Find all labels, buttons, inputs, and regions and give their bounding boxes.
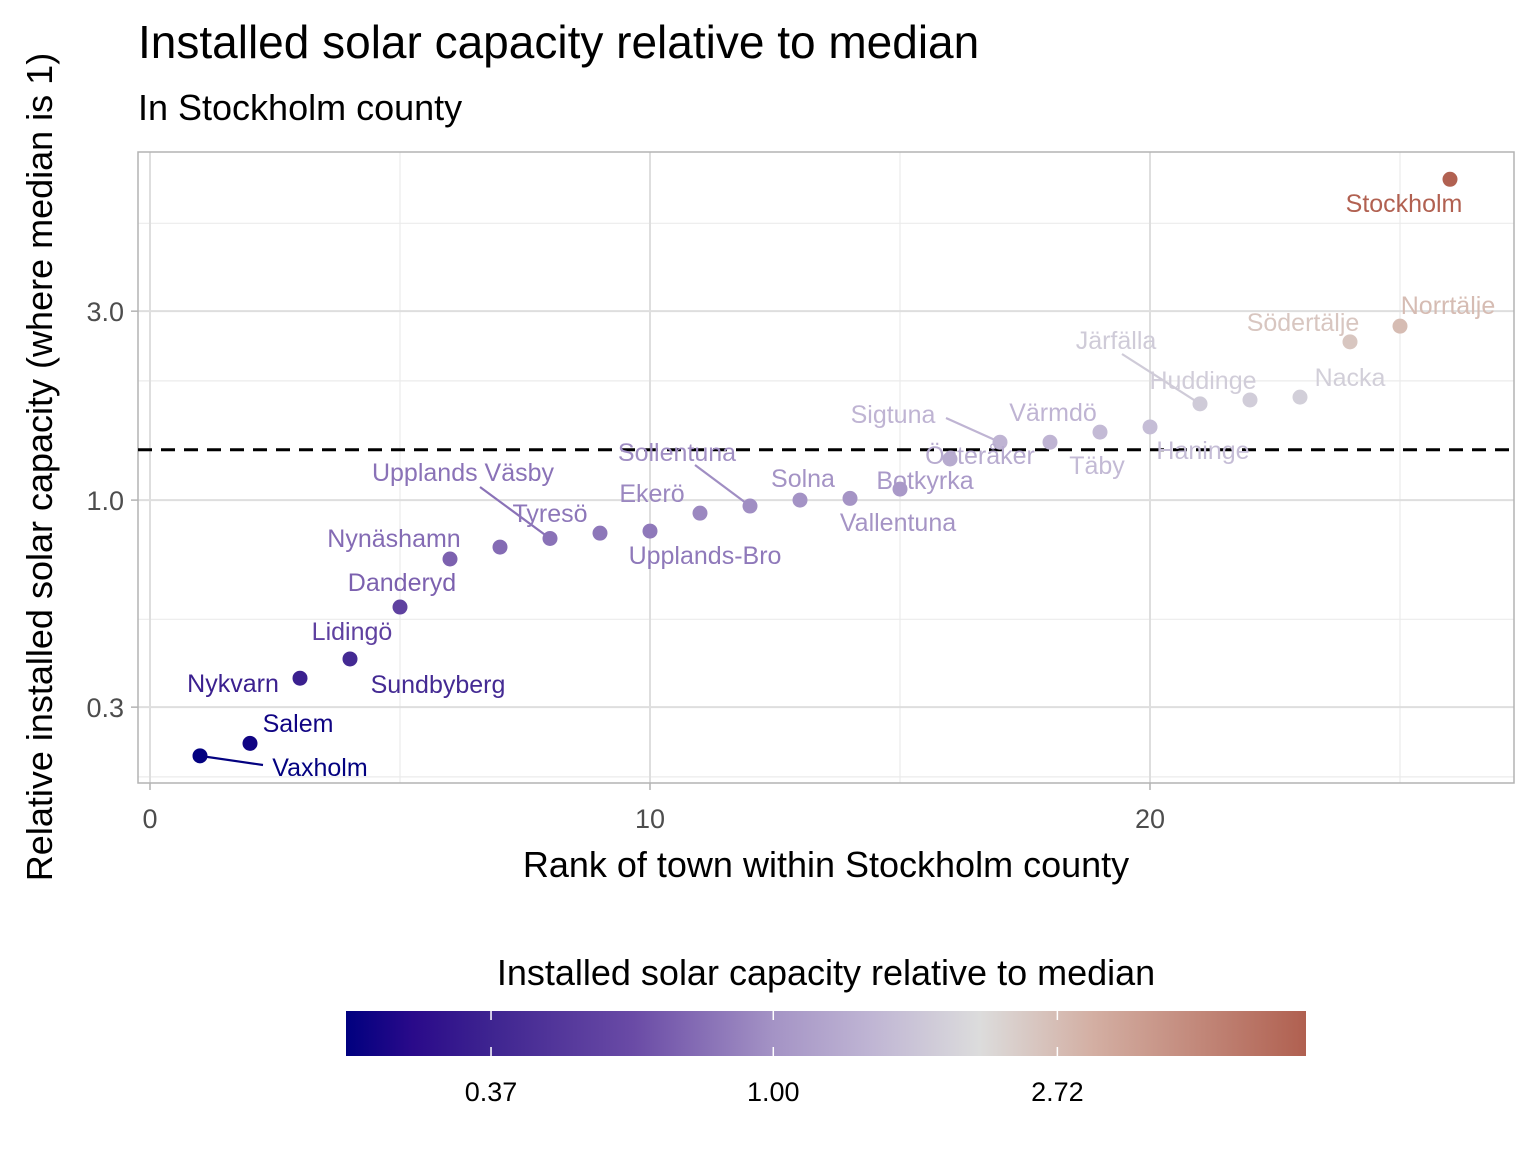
leader-line bbox=[945, 416, 1001, 444]
data-point bbox=[292, 670, 308, 686]
point-label: Upplands Väsby bbox=[372, 459, 555, 487]
data-point bbox=[1042, 434, 1058, 450]
point-label: Lidingö bbox=[312, 618, 393, 646]
colorbar-tick-label: 1.00 bbox=[747, 1077, 800, 1107]
leader-line bbox=[1121, 353, 1201, 405]
colorbar-tick-label: 2.72 bbox=[1031, 1077, 1084, 1107]
point-label: Solna bbox=[771, 465, 835, 493]
data-point bbox=[642, 523, 658, 539]
point-label: Huddinge bbox=[1149, 367, 1256, 395]
x-tick-label: 0 bbox=[142, 804, 157, 834]
data-point bbox=[1092, 424, 1108, 440]
data-points bbox=[192, 171, 1458, 764]
point-label: Nynäshamn bbox=[327, 525, 460, 553]
y-axis-title: Relative installed solar capacity (where… bbox=[19, 53, 60, 881]
data-point bbox=[842, 490, 858, 506]
colorbar-ticks: 0.37 1.00 2.72 bbox=[465, 1011, 1084, 1107]
point-label: Tyresö bbox=[512, 500, 587, 528]
plot-panel-border bbox=[137, 151, 1515, 784]
point-label: Upplands-Bro bbox=[629, 542, 782, 570]
data-point bbox=[1442, 171, 1458, 187]
y-axis: 0.3 1.0 3.0 bbox=[86, 297, 138, 723]
point-labels: Vaxholm Salem Nykvarn Sundbyberg Lidingö Dand… bbox=[187, 190, 1495, 782]
data-point bbox=[1392, 318, 1408, 334]
point-label: Vallentuna bbox=[840, 509, 956, 537]
point-label: Norrtälje bbox=[1401, 292, 1495, 320]
point-label: Danderyd bbox=[348, 569, 456, 597]
data-point bbox=[942, 451, 958, 467]
data-point bbox=[1292, 389, 1308, 405]
point-label: Ekerö bbox=[619, 480, 684, 508]
data-point bbox=[342, 651, 358, 667]
point-label: Täby bbox=[1069, 452, 1125, 480]
leader-line bbox=[199, 754, 264, 767]
point-label: Sundbyberg bbox=[371, 671, 506, 699]
data-point bbox=[1142, 419, 1158, 435]
point-label: Salem bbox=[263, 710, 334, 738]
chart-subtitle: In Stockholm county bbox=[138, 87, 462, 128]
label-leader-lines bbox=[199, 353, 1201, 767]
y-tick-label: 3.0 bbox=[86, 297, 124, 327]
data-point bbox=[992, 434, 1008, 450]
point-label: Järfälla bbox=[1076, 327, 1157, 355]
data-point bbox=[742, 498, 758, 514]
data-point bbox=[592, 525, 608, 541]
point-label: Nacka bbox=[1315, 364, 1386, 392]
point-label: Stockholm bbox=[1346, 190, 1463, 218]
data-point bbox=[892, 481, 908, 497]
chart-title: Installed solar capacity relative to med… bbox=[138, 16, 979, 68]
point-label: Vaxholm bbox=[272, 754, 367, 782]
point-label: Botkyrka bbox=[876, 467, 973, 495]
x-tick-label: 10 bbox=[635, 804, 665, 834]
legend-title: Installed solar capacity relative to med… bbox=[497, 952, 1155, 993]
grid bbox=[138, 152, 1514, 783]
point-label: Värmdö bbox=[1009, 399, 1097, 427]
colorbar-tick-label: 0.37 bbox=[465, 1077, 518, 1107]
data-point bbox=[442, 551, 458, 567]
data-point bbox=[1242, 392, 1258, 408]
point-label: Södertälje bbox=[1247, 309, 1360, 337]
point-label: Sigtuna bbox=[851, 401, 936, 429]
data-point bbox=[692, 505, 708, 521]
data-point bbox=[792, 492, 808, 508]
x-axis: 0 10 20 bbox=[142, 783, 1165, 834]
y-tick-label: 1.0 bbox=[86, 486, 124, 516]
point-label: Sollentuna bbox=[618, 439, 736, 467]
y-tick-label: 0.3 bbox=[86, 693, 124, 723]
point-label: Nykvarn bbox=[187, 670, 279, 698]
leader-line bbox=[694, 464, 751, 507]
data-point bbox=[242, 735, 258, 751]
data-point bbox=[1192, 396, 1208, 412]
data-point bbox=[392, 599, 408, 615]
data-point bbox=[192, 748, 208, 764]
point-label: Österåker bbox=[925, 442, 1035, 470]
leader-line bbox=[479, 486, 551, 540]
colorbar bbox=[346, 1011, 1306, 1056]
x-axis-title: Rank of town within Stockholm county bbox=[523, 844, 1129, 885]
data-point bbox=[492, 539, 508, 555]
data-point bbox=[1342, 334, 1358, 350]
point-label: Haninge bbox=[1156, 437, 1249, 465]
data-point bbox=[542, 530, 558, 546]
x-tick-label: 20 bbox=[1135, 804, 1165, 834]
